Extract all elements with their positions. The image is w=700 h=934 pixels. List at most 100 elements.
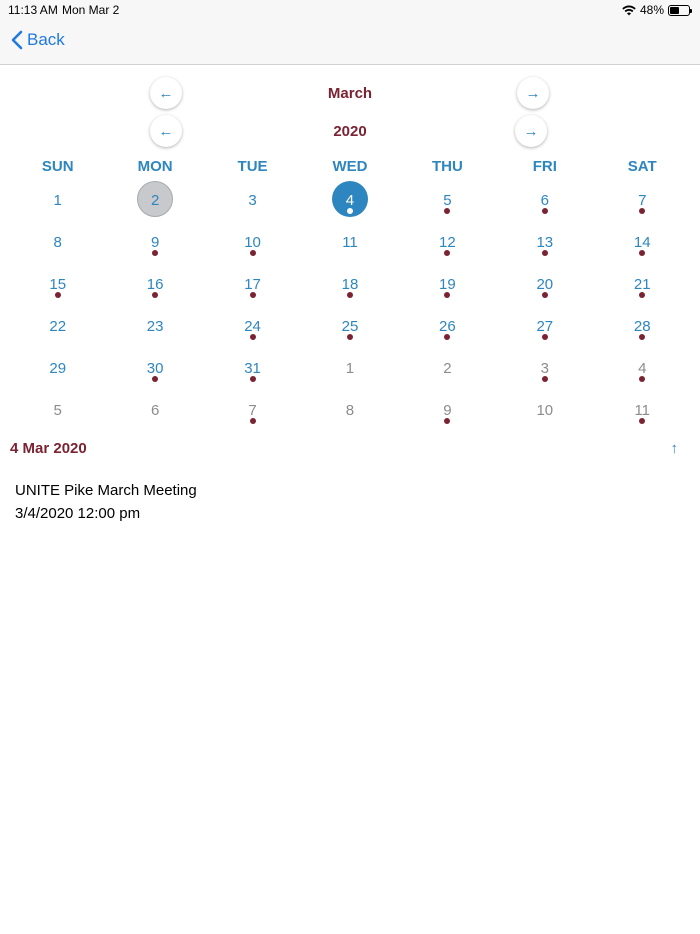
status-bar: 11:13 AM Mon Mar 2 48% (0, 0, 700, 20)
event-item[interactable]: UNITE Pike March Meeting 3/4/2020 12:00 p… (15, 479, 685, 525)
next-year-button[interactable]: → (515, 115, 547, 147)
calendar-day[interactable]: 3 (204, 178, 301, 220)
day-number: 23 (146, 318, 164, 335)
calendar-day[interactable]: 9 (106, 220, 203, 262)
calendar-day-today[interactable]: 2 (106, 178, 203, 220)
calendar-day[interactable]: 8 (301, 388, 398, 430)
calendar-day[interactable]: 10 (204, 220, 301, 262)
status-date: Mon Mar 2 (62, 3, 120, 17)
calendar-day[interactable]: 28 (594, 304, 691, 346)
calendar-day[interactable]: 17 (204, 262, 301, 304)
day-number: 3 (540, 360, 549, 377)
calendar-day[interactable]: 14 (594, 220, 691, 262)
calendar-week-row: 15 16 17 18 19 20 21 (9, 262, 691, 304)
event-dot-icon (541, 208, 548, 214)
calendar-day[interactable]: 19 (399, 262, 496, 304)
arrow-right-icon: → (523, 122, 539, 140)
selected-date-header: 4 Mar 2020 ↑ (10, 440, 690, 462)
calendar-day[interactable]: 11 (301, 220, 398, 262)
event-dot-icon (541, 376, 548, 382)
calendar-day[interactable]: 24 (204, 304, 301, 346)
day-number: 15 (49, 276, 67, 293)
status-right: 48% (622, 3, 692, 17)
event-dot-icon (444, 208, 451, 214)
year-label: 2020 (333, 123, 367, 140)
weekday-label: MON (137, 158, 173, 175)
day-number: 9 (443, 402, 452, 419)
calendar-day[interactable]: 12 (399, 220, 496, 262)
calendar-day[interactable]: 13 (496, 220, 593, 262)
calendar-day[interactable]: 30 (106, 346, 203, 388)
next-month-button[interactable]: → (517, 77, 549, 109)
day-number: 26 (439, 318, 456, 335)
calendar-day[interactable]: 1 (301, 346, 398, 388)
day-number: 7 (248, 402, 257, 419)
wifi-icon (622, 5, 636, 15)
calendar-day[interactable]: 22 (9, 304, 106, 346)
day-number: 8 (345, 402, 355, 419)
calendar-day[interactable]: 10 (496, 388, 593, 430)
calendar-day[interactable]: 20 (496, 262, 593, 304)
day-number: 3 (248, 192, 257, 209)
event-dot-icon (346, 334, 353, 340)
calendar-day[interactable]: 6 (496, 178, 593, 220)
calendar-day-selected[interactable]: 4 (301, 178, 398, 220)
calendar-day[interactable]: 5 (399, 178, 496, 220)
calendar-day[interactable]: 27 (496, 304, 593, 346)
navigation-bar: Back (0, 20, 700, 65)
calendar-day[interactable]: 9 (399, 388, 496, 430)
day-number: 11 (634, 402, 651, 419)
collapse-arrow-up-icon[interactable]: ↑ (670, 440, 679, 457)
calendar-day[interactable]: 8 (9, 220, 106, 262)
weekday-label: TUE (237, 158, 268, 175)
status-time: 11:13 AM (8, 3, 58, 17)
calendar-day[interactable]: 26 (399, 304, 496, 346)
calendar-day[interactable]: 5 (9, 388, 106, 430)
calendar-day[interactable]: 31 (204, 346, 301, 388)
calendar-day[interactable]: 6 (106, 388, 203, 430)
event-dot-icon (444, 418, 451, 424)
day-number: 4 (638, 360, 647, 377)
prev-month-button[interactable]: ← (150, 77, 182, 109)
calendar-day[interactable]: 18 (301, 262, 398, 304)
prev-year-button[interactable]: ← (150, 115, 182, 147)
calendar-day[interactable]: 21 (594, 262, 691, 304)
event-dot-icon (54, 292, 61, 298)
calendar-day[interactable]: 23 (106, 304, 203, 346)
day-number: 31 (244, 360, 261, 377)
calendar-day[interactable]: 11 (594, 388, 691, 430)
calendar-day[interactable]: 25 (301, 304, 398, 346)
event-dot-icon (444, 292, 451, 298)
day-number: 18 (341, 276, 359, 293)
day-number: 29 (49, 360, 67, 377)
back-button[interactable]: Back (10, 30, 65, 50)
day-number: 11 (342, 234, 358, 251)
year-navigator: ← 2020 → (0, 115, 700, 149)
weekday-label: THU (431, 158, 463, 175)
calendar-day[interactable]: 3 (496, 346, 593, 388)
calendar-day[interactable]: 7 (594, 178, 691, 220)
day-number: 6 (150, 402, 160, 419)
calendar-day[interactable]: 16 (106, 262, 203, 304)
today-highlight (137, 181, 174, 217)
day-number: 6 (540, 192, 549, 209)
day-number: 28 (633, 318, 651, 335)
calendar-day[interactable]: 15 (9, 262, 106, 304)
calendar-day[interactable]: 1 (9, 178, 106, 220)
event-dot-icon (249, 334, 256, 340)
calendar-day[interactable]: 29 (9, 346, 106, 388)
arrow-left-icon: ← (158, 84, 174, 102)
battery-percent: 48% (639, 3, 664, 17)
day-number: 22 (49, 318, 67, 335)
calendar-day[interactable]: 7 (204, 388, 301, 430)
day-number: 21 (633, 276, 651, 293)
event-list: UNITE Pike March Meeting 3/4/2020 12:00 p… (15, 479, 685, 525)
calendar-day[interactable]: 4 (594, 346, 691, 388)
calendar-day[interactable]: 2 (399, 346, 496, 388)
day-number: 25 (341, 318, 359, 335)
calendar-week-row: 8 9 10 11 12 13 14 (9, 220, 691, 262)
event-dot-icon (249, 292, 256, 298)
weekday-label: FRI (532, 158, 557, 175)
event-dot-icon (541, 250, 548, 256)
arrow-right-icon: → (525, 84, 541, 102)
